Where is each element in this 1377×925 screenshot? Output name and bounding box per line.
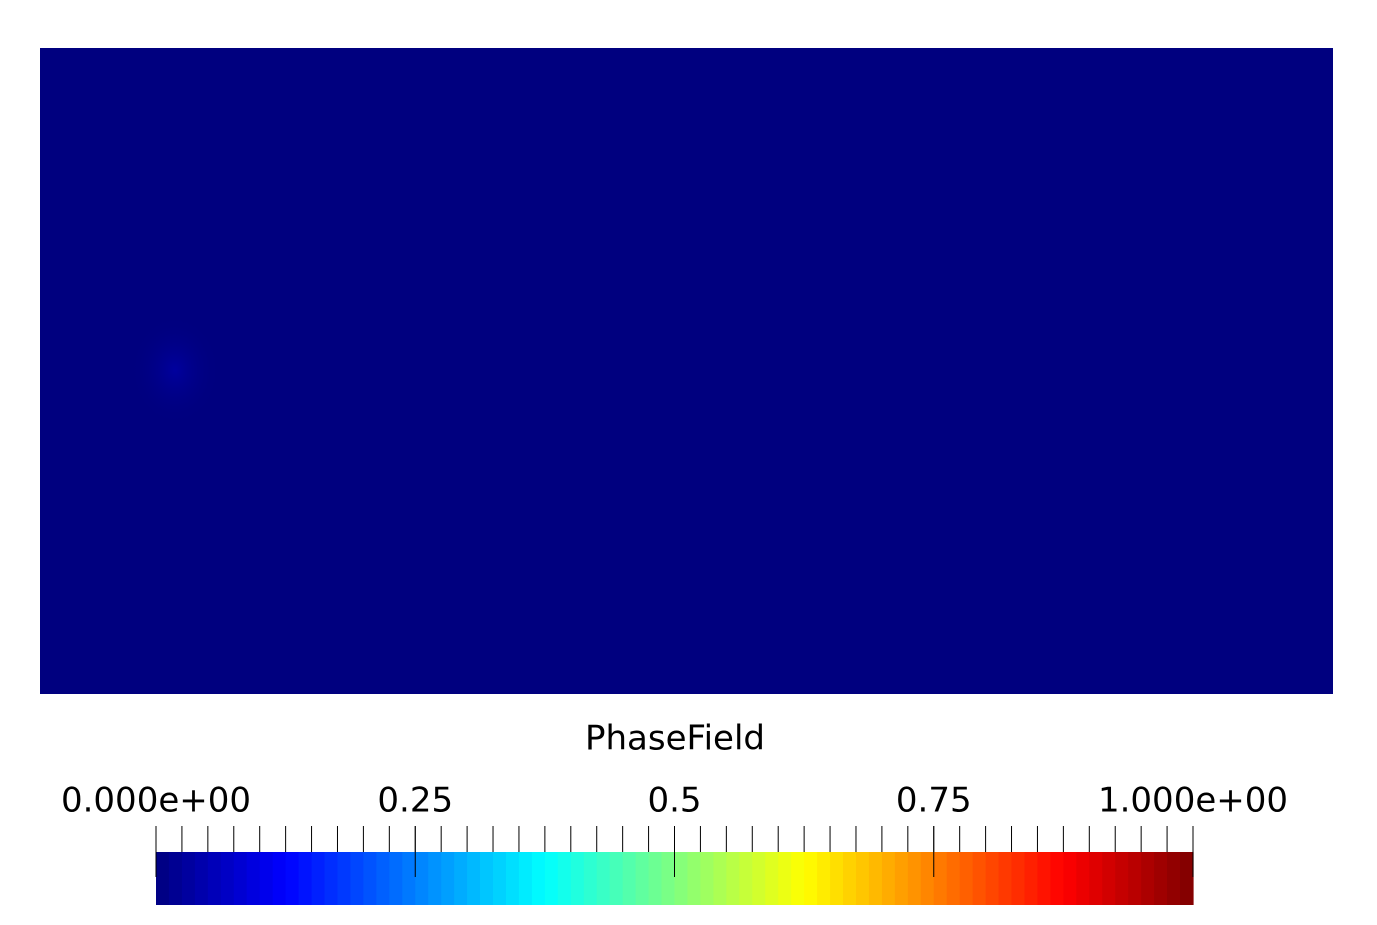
colorbar-band — [920, 852, 935, 905]
colorbar-band — [1141, 852, 1155, 905]
colorbar-band — [1180, 852, 1194, 905]
colorbar-band — [1076, 852, 1090, 905]
colorbar-band — [609, 852, 624, 905]
colorbar-band — [1063, 852, 1077, 905]
colorbar-band — [428, 852, 442, 905]
colorbar-band — [648, 852, 663, 905]
colorbar-band — [855, 852, 870, 905]
tick-label: 1.000e+00 — [1098, 781, 1288, 821]
colorbar-band — [596, 852, 611, 905]
colorbar-band — [661, 852, 676, 905]
colorbar-band — [324, 852, 339, 905]
colorbar-band — [868, 852, 883, 905]
colorbar-band — [350, 852, 364, 905]
colorbar-band — [700, 852, 714, 905]
colorbar-band — [583, 852, 598, 905]
colorbar-band — [933, 852, 948, 905]
colorbar-title: PhaseField — [585, 719, 765, 759]
colorbar-band — [1102, 852, 1116, 905]
colorbar-band — [1037, 852, 1052, 905]
colorbar-band — [946, 852, 961, 905]
colorbar-band — [298, 852, 313, 905]
colorbar-band — [752, 852, 766, 905]
field-peak — [130, 315, 220, 425]
colorbar-band — [959, 852, 974, 905]
colorbar-band — [635, 852, 650, 905]
colorbar-band — [233, 852, 248, 905]
colorbar-band — [985, 852, 1000, 905]
colorbar-band — [1115, 852, 1129, 905]
colorbar-band — [881, 852, 896, 905]
colorbar-band — [804, 852, 818, 905]
tick-label: 0.000e+00 — [61, 781, 251, 821]
colorbar-band — [272, 852, 287, 905]
colorbar-band — [778, 852, 792, 905]
colorbar-band — [505, 852, 520, 905]
colorbar-band — [389, 852, 403, 905]
colorbar-band — [181, 852, 196, 905]
colorbar-band — [817, 852, 831, 905]
colorbar-band — [454, 852, 468, 905]
colorbar-band — [493, 852, 507, 905]
colorbar-band — [259, 852, 274, 905]
colorbar-band — [1154, 852, 1168, 905]
colorbar-band — [246, 852, 261, 905]
colorbar-band — [726, 852, 740, 905]
colorbar-band — [544, 852, 559, 905]
colorbar-band — [168, 852, 183, 905]
colorbar-band — [415, 852, 429, 905]
colorbar-band — [363, 852, 377, 905]
colorbar-band — [713, 852, 727, 905]
colorbar-band — [518, 852, 533, 905]
tick-label: 0.75 — [896, 781, 972, 821]
colorbar-band — [972, 852, 987, 905]
colorbar-band — [894, 852, 909, 905]
colorbar-band — [843, 852, 857, 905]
colorbar-band — [830, 852, 844, 905]
colorbar-band — [1050, 852, 1064, 905]
colorbar-band — [220, 852, 235, 905]
colorbar-band — [622, 852, 637, 905]
colorbar-band — [739, 852, 753, 905]
colorbar-band — [687, 852, 702, 905]
colorbar-band — [207, 852, 222, 905]
colorbar-band — [1011, 852, 1026, 905]
colorbar-band — [765, 852, 779, 905]
colorbar-band — [791, 852, 805, 905]
colorbar-band — [674, 852, 689, 905]
colorbar-band — [1167, 852, 1181, 905]
tick-label: 0.5 — [647, 781, 701, 821]
colorbar-band — [480, 852, 494, 905]
colorbar-band — [907, 852, 922, 905]
colorbar-band — [441, 852, 455, 905]
colorbar-band — [1089, 852, 1103, 905]
colorbar-band — [570, 852, 585, 905]
colorbar-band — [531, 852, 546, 905]
colorbar-band — [156, 852, 170, 905]
colorbar-band — [402, 852, 416, 905]
field-background — [40, 48, 1333, 694]
colorbar-band — [337, 852, 352, 905]
tick-label: 0.25 — [377, 781, 453, 821]
colorbar-band — [557, 852, 572, 905]
colorbar-band — [467, 852, 481, 905]
colorbar-band — [285, 852, 300, 905]
colorbar-band — [194, 852, 209, 905]
colorbar-band — [376, 852, 390, 905]
colorbar-band — [998, 852, 1013, 905]
colorbar-band — [1024, 852, 1039, 905]
colorbar-band — [1128, 852, 1142, 905]
colorbar-band — [311, 852, 326, 905]
